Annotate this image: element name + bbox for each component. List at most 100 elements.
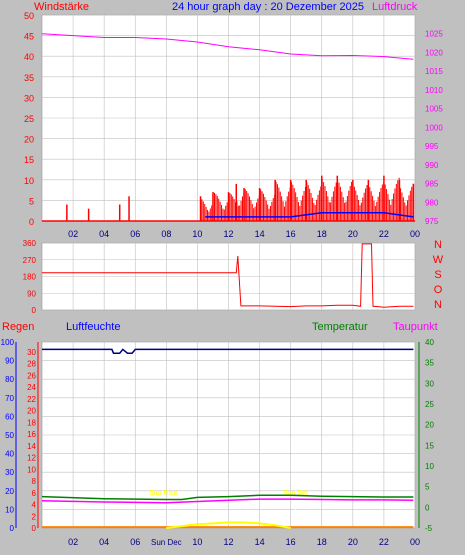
pressure-tick-label: 995 [425, 142, 439, 151]
humidity-tick-label: 0 [10, 524, 15, 533]
x-tick-label: 00 [410, 229, 420, 239]
humidity-line [42, 348, 414, 354]
x-tick-label: 12 [223, 537, 233, 547]
x-tick-label: 18 [317, 537, 327, 547]
rain-tick-label: 26 [27, 371, 36, 380]
temp-tick-label: 25 [425, 400, 434, 409]
header-title: 24 hour graph day : 20 Dezember 2025 [172, 1, 364, 13]
sunrise-label: Sun Rise [149, 490, 178, 497]
x-tick-label: 10 [192, 229, 202, 239]
wind-tick-label: 35 [24, 73, 34, 83]
direction-tick-label: 0 [32, 306, 37, 315]
wind-tick-label: 15 [24, 155, 34, 165]
rain-tick-label: 0 [32, 524, 37, 533]
wind-tick-label: 10 [24, 176, 34, 186]
temp-tick-label: 15 [425, 441, 434, 450]
wind-tick-label: 40 [24, 52, 34, 62]
header-pressure-label: Luftdruck [372, 1, 418, 13]
x-tick-label: 18 [317, 229, 327, 239]
rain-tick-label: 14 [27, 442, 36, 451]
humidity-tick-label: 20 [5, 487, 14, 496]
humidity-tick-label: 80 [5, 375, 14, 384]
compass-label: O [434, 284, 443, 296]
direction-tick-label: 360 [23, 239, 37, 248]
rain-tick-label: 20 [27, 407, 36, 416]
humidity-label: Luftfeuchte [66, 321, 120, 333]
wind-tick-label: 0 [29, 217, 34, 227]
gust-line [205, 212, 414, 218]
rain-tick-label: 30 [27, 348, 36, 357]
compass-label: W [433, 254, 444, 266]
wind-tick-label: 30 [24, 93, 34, 103]
x-tick-label: 10 [192, 537, 202, 547]
rain-tick-label: 8 [32, 477, 37, 486]
dewpoint-line [41, 498, 414, 504]
solar-line [166, 521, 291, 529]
compass-label: N [434, 299, 442, 311]
x-tick-label: 06 [130, 229, 140, 239]
direction-line [42, 243, 414, 308]
humidity-tick-label: 70 [5, 394, 14, 403]
x-tick-label: 14 [255, 229, 265, 239]
humidity-tick-label: 40 [5, 450, 14, 459]
pressure-tick-label: 1020 [425, 48, 443, 57]
sunset-label: Sun Set [283, 490, 308, 497]
rain-tick-label: 18 [27, 418, 36, 427]
x-tick-label: 20 [348, 537, 358, 547]
x-tick-label: 04 [99, 229, 109, 239]
header-wind-label: Windstärke [34, 1, 89, 13]
temp-tick-label: 40 [425, 338, 434, 347]
x-tick-label: 08 [161, 229, 171, 239]
x-tick-label: 06 [130, 537, 140, 547]
pressure-tick-label: 1000 [425, 123, 443, 132]
pressure-tick-label: 980 [425, 198, 439, 207]
humidity-tick-label: 30 [5, 468, 14, 477]
x-tick-label: 22 [379, 229, 389, 239]
temp-tick-label: 0 [425, 503, 430, 512]
rain-tick-label: 6 [32, 489, 37, 498]
x-tick-label: 22 [379, 537, 389, 547]
compass-label: N [434, 239, 442, 251]
x-tick-label: 02 [68, 229, 78, 239]
temp-tick-label: -5 [425, 524, 433, 533]
direction-tick-label: 90 [27, 289, 36, 298]
rain-label: Regen [2, 321, 34, 333]
wind-tick-label: 25 [24, 114, 34, 124]
temp-tick-label: 20 [425, 421, 434, 430]
pressure-line [41, 33, 414, 60]
rain-tick-label: 24 [27, 383, 36, 392]
pressure-tick-label: 990 [425, 161, 439, 170]
x-tick-label: 04 [99, 537, 109, 547]
rain-tick-label: 16 [27, 430, 36, 439]
dewpoint-label: Taupunkt [393, 321, 438, 333]
humidity-tick-label: 10 [5, 505, 14, 514]
temp-tick-label: 30 [425, 379, 434, 388]
pressure-tick-label: 985 [425, 180, 439, 189]
humidity-tick-label: 60 [5, 412, 14, 421]
temp-tick-label: 10 [425, 462, 434, 471]
x-tick-label: 20 [348, 229, 358, 239]
pressure-tick-label: 1005 [425, 105, 443, 114]
rain-tick-label: 4 [32, 501, 37, 510]
wind-tick-label: 5 [29, 196, 34, 206]
temperature-label: Temperatur [312, 321, 368, 333]
humidity-tick-label: 90 [5, 357, 14, 366]
humidity-tick-label: 100 [1, 338, 15, 347]
compass-label: S [434, 269, 441, 281]
x-tick-label: 00 [410, 537, 420, 547]
x-tick-label: 16 [286, 537, 296, 547]
rain-tick-label: 12 [27, 454, 36, 463]
wind-tick-label: 20 [24, 135, 34, 145]
pressure-tick-label: 1015 [425, 67, 443, 76]
humidity-tick-label: 50 [5, 431, 14, 440]
rain-tick-label: 10 [27, 465, 36, 474]
pressure-tick-label: 1025 [425, 30, 443, 39]
direction-tick-label: 270 [23, 256, 37, 265]
x-tick-label: 16 [286, 229, 296, 239]
rain-tick-label: 28 [27, 360, 36, 369]
temperature-line [41, 494, 414, 501]
wind-tick-label: 50 [24, 11, 34, 21]
x-tick-label: 14 [255, 537, 265, 547]
